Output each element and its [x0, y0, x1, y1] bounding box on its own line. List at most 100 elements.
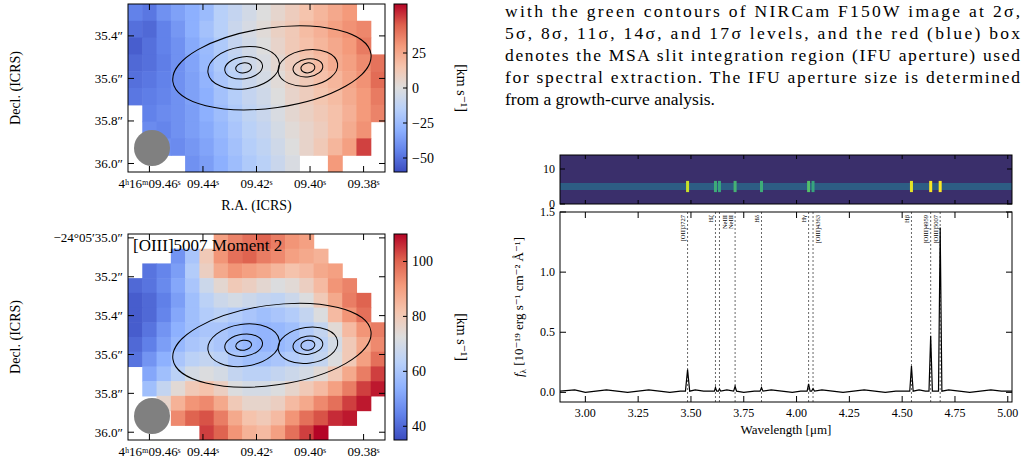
x-tick [743, 200, 744, 204]
map-cell [242, 396, 257, 411]
y-tick [379, 237, 385, 238]
map-cell [299, 381, 314, 396]
beam [134, 130, 170, 166]
map-cell [185, 381, 200, 396]
map-cell [371, 366, 385, 381]
x-tick [310, 234, 311, 240]
x-tick [149, 166, 150, 172]
map-cell [199, 38, 214, 55]
map-cell [157, 381, 172, 396]
map-cell [328, 4, 343, 21]
map-cell [185, 88, 200, 105]
colorbar-tick-label: 80 [412, 309, 426, 324]
x-tick-label: 09.42ˢ [240, 444, 272, 459]
map-cell [271, 293, 286, 308]
map-cell [142, 352, 157, 367]
map-cell [128, 308, 143, 323]
frame [128, 234, 385, 440]
map-cell [299, 38, 314, 55]
spectrum-2d [560, 155, 1012, 204]
map-cell [314, 249, 329, 264]
y-tick-label: 0.5 [540, 325, 555, 339]
map-cell [371, 322, 385, 337]
frame [128, 4, 385, 172]
map-cell [328, 155, 343, 172]
map-cell [228, 308, 243, 323]
map-cell [214, 138, 229, 155]
map-cell [185, 278, 200, 293]
map-cell [257, 278, 272, 293]
y-tick [560, 272, 566, 273]
x-tick-label: 09.38ˢ [348, 444, 380, 459]
x-tick [743, 155, 744, 159]
x-tick-label: 4.50 [892, 406, 913, 420]
x-tick [363, 4, 364, 10]
map-cell [214, 396, 229, 411]
y-tick [379, 120, 385, 121]
map-cell [314, 263, 329, 278]
map-cell [242, 21, 257, 38]
map-cell [328, 308, 343, 323]
map-cell [142, 366, 157, 381]
line-label: [OII]3727 [679, 214, 687, 241]
image-background [560, 155, 1012, 204]
x-tick [1007, 212, 1008, 218]
map-cell [157, 308, 172, 323]
y-tick-label: −24°05′35.0″ [53, 230, 123, 245]
map-cell [271, 21, 286, 38]
y-tick [560, 392, 566, 393]
line-label: NeIII [727, 215, 734, 229]
map-cell [214, 308, 229, 323]
map-cell [285, 38, 300, 55]
line-label: Hζ [707, 215, 715, 223]
map-cell [228, 122, 243, 139]
map-cell [328, 381, 343, 396]
map-cell [199, 396, 214, 411]
x-tick-label: 3.75 [733, 406, 754, 420]
map-cell [214, 263, 229, 278]
map-cell [314, 71, 329, 88]
colorbar-tick [403, 88, 407, 89]
emission-spot [807, 181, 810, 192]
map-cell [285, 396, 300, 411]
map-cell [342, 54, 357, 71]
map-cell [328, 105, 343, 122]
map-cell [214, 4, 229, 21]
map-cell [142, 88, 157, 105]
map-cell [157, 21, 172, 38]
x-tick [202, 4, 203, 10]
map-cell [257, 105, 272, 122]
map-cell [214, 425, 229, 440]
x-tick-label: 3.00 [575, 406, 596, 420]
x-tick [796, 212, 797, 218]
map-cell [214, 381, 229, 396]
map-cell [299, 396, 314, 411]
map-cell [142, 322, 157, 337]
map-cell [314, 105, 329, 122]
map-cell [328, 411, 343, 426]
x-tick [690, 155, 691, 159]
contour [235, 339, 252, 351]
map-cell [185, 155, 200, 172]
map-cell [271, 308, 286, 323]
map-cell [185, 352, 200, 367]
contour [205, 42, 282, 94]
x-tick [743, 396, 744, 402]
map-cell [228, 138, 243, 155]
map-cell [356, 396, 371, 411]
y-tick-label: 35.4″ [95, 28, 123, 43]
map-cell [171, 308, 186, 323]
y-axis-title: Decl. (ICRS) [8, 300, 24, 374]
map-cell [271, 155, 286, 172]
x-tick-label: 4.75 [944, 406, 965, 420]
contour [292, 57, 324, 79]
map-cell [242, 4, 257, 21]
y-tick [379, 276, 385, 277]
map-cell [228, 425, 243, 440]
x-tick [796, 155, 797, 159]
map-cell [257, 155, 272, 172]
map-cell [199, 4, 214, 21]
caption-line: from a growth-curve analysis. [505, 89, 715, 109]
map-cell [342, 411, 357, 426]
x-tick [1007, 396, 1008, 402]
